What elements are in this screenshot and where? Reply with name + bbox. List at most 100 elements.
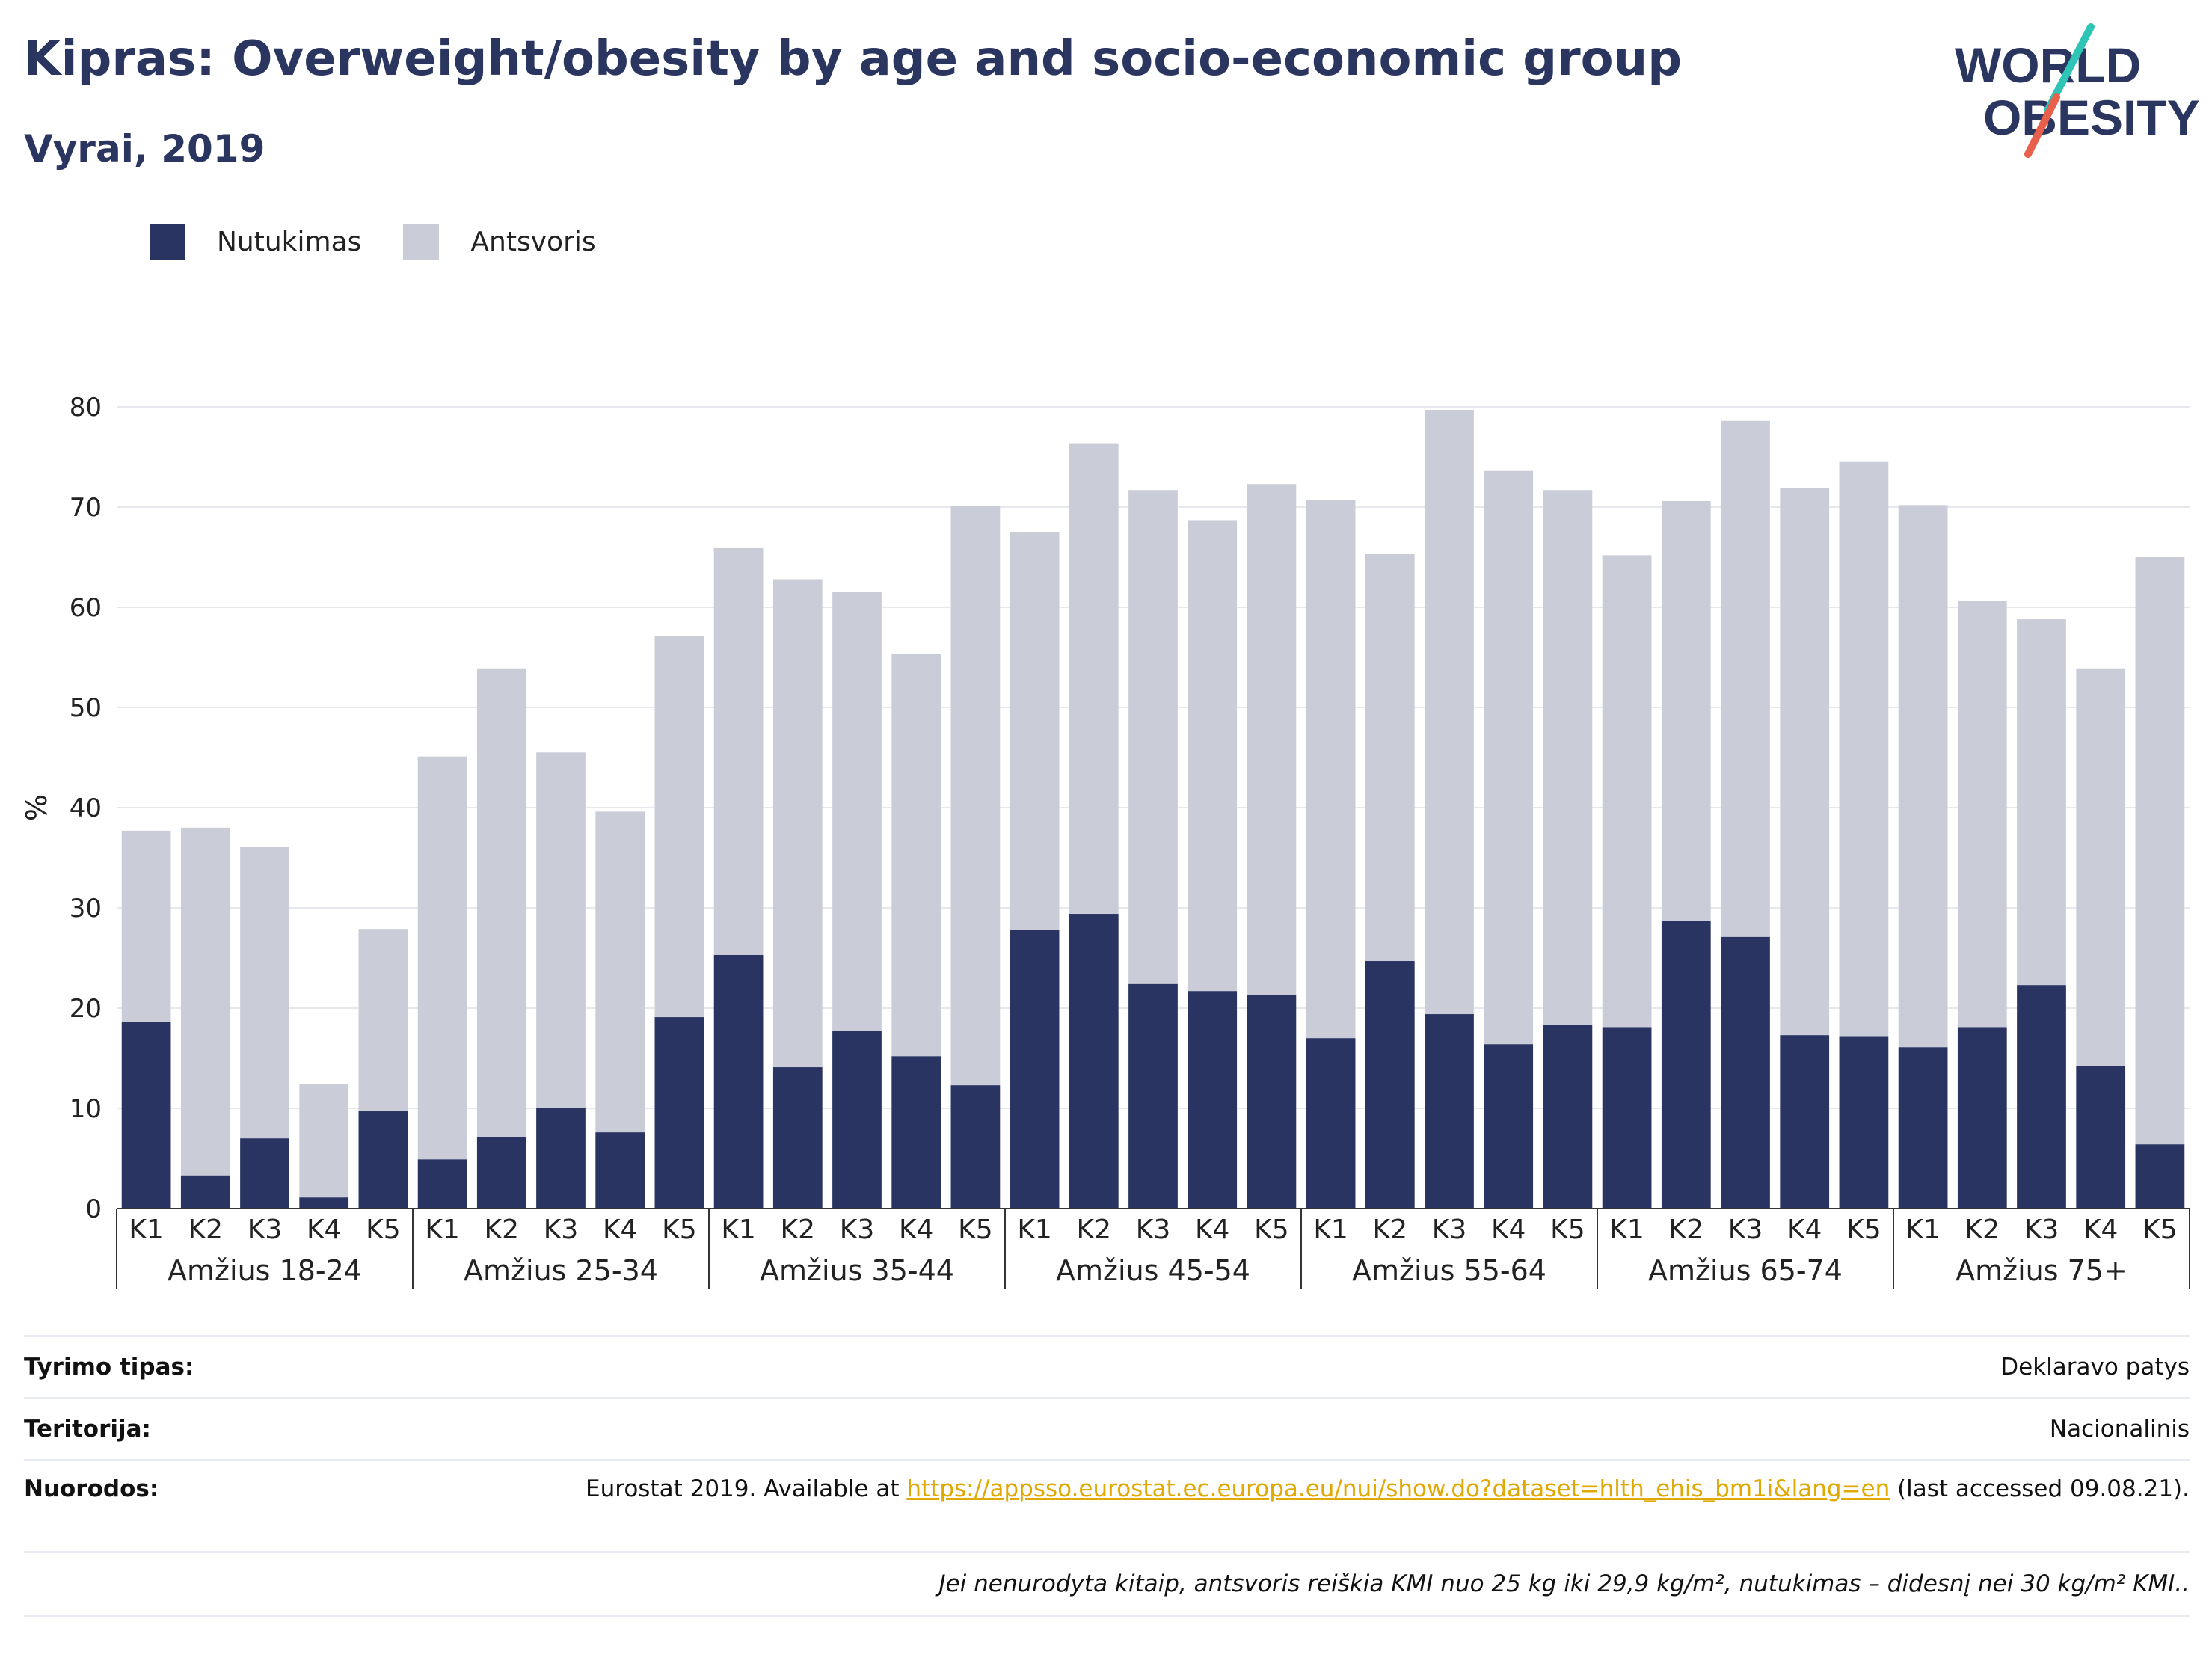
bar-obesity xyxy=(1010,930,1060,1209)
x-tick-label: K5 xyxy=(1550,1215,1585,1245)
bar-obesity xyxy=(299,1197,349,1209)
x-tick-label: K4 xyxy=(603,1215,638,1245)
legend-swatch-overweight xyxy=(403,224,440,260)
bar-overweight xyxy=(2135,557,2185,1145)
x-tick-label: K2 xyxy=(781,1215,816,1245)
y-tick-label: 0 xyxy=(85,1194,102,1224)
x-tick-label: K1 xyxy=(129,1215,164,1245)
x-tick-label: K3 xyxy=(544,1215,579,1245)
bar-obesity xyxy=(1839,1036,1889,1209)
bar-overweight xyxy=(2017,619,2066,986)
x-tick-label: K4 xyxy=(899,1215,934,1245)
x-tick-label: K2 xyxy=(1965,1215,2000,1245)
y-axis-label: % xyxy=(20,794,53,821)
x-tick-label: K4 xyxy=(1195,1215,1230,1245)
bar-obesity xyxy=(180,1175,230,1209)
bar-obesity xyxy=(121,1022,171,1209)
bar-overweight xyxy=(536,752,586,1108)
legend-item-obesity: Nutukimas xyxy=(150,224,361,260)
bar-obesity xyxy=(950,1085,1001,1209)
bar-obesity xyxy=(2017,985,2066,1209)
x-tick-label: K4 xyxy=(1491,1215,1526,1245)
info-row-references: Nuorodos: Eurostat 2019. Available at ht… xyxy=(24,1459,2190,1551)
x-tick-label: K5 xyxy=(2142,1215,2178,1245)
bar-overweight xyxy=(417,756,467,1160)
x-tick-label: K4 xyxy=(307,1215,342,1245)
bar-overweight xyxy=(1602,555,1652,1028)
y-tick-label: 10 xyxy=(70,1094,102,1124)
age-group-label: Amžius 45-54 xyxy=(1056,1254,1250,1287)
legend-label-overweight: Antsvoris xyxy=(470,226,596,257)
bar-overweight xyxy=(1128,490,1178,984)
survey-type-value: Deklaravo patys xyxy=(2000,1354,2190,1381)
bar-overweight xyxy=(1661,500,1711,921)
definition-note: Jei nenurodyta kitaip, antsvoris reiškia… xyxy=(938,1570,2190,1597)
bar-obesity xyxy=(1247,995,1297,1209)
x-tick-label: K2 xyxy=(1077,1215,1112,1245)
bar-obesity xyxy=(1543,1025,1593,1209)
bar-overweight xyxy=(1365,553,1415,962)
bar-overweight xyxy=(1247,484,1297,995)
x-tick-label: K5 xyxy=(1254,1215,1289,1245)
y-tick-label: 20 xyxy=(70,994,102,1024)
bar-obesity xyxy=(2076,1066,2126,1209)
bar-obesity xyxy=(417,1159,467,1209)
bar-obesity xyxy=(2135,1144,2185,1209)
x-tick-label: K5 xyxy=(958,1215,993,1245)
x-tick-label: K4 xyxy=(1787,1215,1822,1245)
x-tick-label: K1 xyxy=(1609,1215,1644,1245)
x-tick-label: K3 xyxy=(2024,1215,2059,1245)
y-tick-label: 50 xyxy=(70,693,102,723)
bar-overweight xyxy=(2076,668,2126,1066)
y-tick-label: 80 xyxy=(70,393,102,423)
x-tick-label: K1 xyxy=(1017,1215,1052,1245)
bar-overweight xyxy=(713,547,764,955)
bar-overweight xyxy=(1839,461,1889,1037)
bar-obesity xyxy=(1661,921,1711,1209)
y-tick-label: 30 xyxy=(70,894,102,924)
bar-overweight xyxy=(1306,500,1356,1039)
bar-overweight xyxy=(950,506,1001,1086)
legend-swatch-obesity xyxy=(150,224,185,260)
bar-overweight xyxy=(1188,520,1238,992)
x-tick-label: K1 xyxy=(721,1215,756,1245)
x-tick-label: K2 xyxy=(485,1215,520,1245)
chart-legend: Nutukimas Antsvoris xyxy=(150,221,638,262)
bar-overweight xyxy=(1543,490,1593,1025)
bar-overweight xyxy=(654,636,704,1018)
age-group-label: Amžius 65-74 xyxy=(1648,1254,1843,1287)
bar-overweight xyxy=(476,668,526,1137)
bar-obesity xyxy=(891,1056,941,1209)
x-tick-label: K5 xyxy=(1846,1215,1881,1245)
bar-overweight xyxy=(1069,443,1119,915)
bar-obesity xyxy=(595,1132,645,1209)
territory-label: Teritorija: xyxy=(24,1416,151,1443)
bar-obesity xyxy=(1069,914,1119,1209)
info-table: Tyrimo tipas: Deklaravo patys Teritorija… xyxy=(24,1335,2190,1617)
references-label: Nuorodos: xyxy=(24,1476,159,1502)
bar-overweight xyxy=(1957,601,2007,1028)
x-tick-label: K3 xyxy=(840,1215,875,1245)
logo-line1: WORLD xyxy=(1955,37,2141,93)
x-tick-label: K5 xyxy=(366,1215,401,1245)
bar-obesity xyxy=(1188,991,1238,1209)
info-row-note: Jei nenurodyta kitaip, antsvoris reiškia… xyxy=(24,1551,2190,1617)
y-tick-label: 60 xyxy=(70,593,102,623)
world-obesity-logo: WORLD OBESITY xyxy=(1955,23,2199,158)
age-group-label: Amžius 55-64 xyxy=(1352,1254,1546,1287)
x-tick-label: K3 xyxy=(1728,1215,1763,1245)
bar-obesity xyxy=(1306,1038,1356,1209)
bar-obesity xyxy=(772,1067,823,1209)
bar-obesity xyxy=(1365,961,1415,1209)
logo-line2: OBESITY xyxy=(1983,90,2199,145)
age-group-label: Amžius 75+ xyxy=(1956,1254,2127,1287)
bar-overweight xyxy=(1898,505,1948,1048)
chart-title: Kipras: Overweight/obesity by age and so… xyxy=(24,31,1682,87)
x-tick-label: K2 xyxy=(188,1215,224,1245)
info-row-territory: Teritorija: Nacionalinis xyxy=(24,1397,2190,1459)
y-tick-label: 70 xyxy=(70,493,102,523)
references-link[interactable]: https://appsso.eurostat.ec.europa.eu/nui… xyxy=(906,1476,1890,1502)
x-tick-label: K1 xyxy=(1313,1215,1348,1245)
bar-overweight xyxy=(1010,532,1060,930)
age-group-label: Amžius 35-44 xyxy=(760,1254,954,1287)
